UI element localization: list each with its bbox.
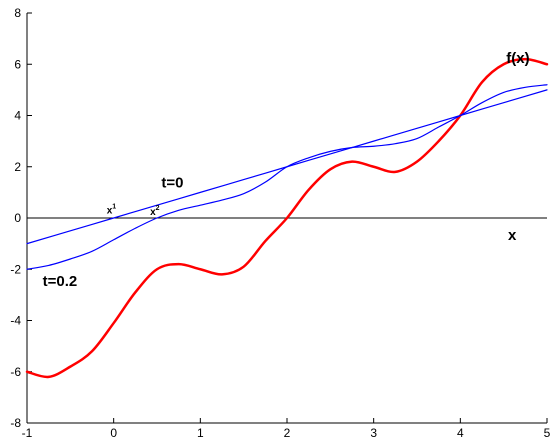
y-tick-label: 6	[14, 57, 21, 71]
annotation-label: t=0.2	[43, 273, 78, 290]
annotation-text: t=0.2	[43, 273, 78, 290]
series-group	[25, 57, 549, 379]
y-tick-label: -2	[10, 262, 21, 276]
y-tick-label: -4	[10, 314, 21, 328]
annotation-label: f(x)	[506, 50, 529, 67]
x-tick-label: 5	[544, 426, 551, 440]
series-line-t02	[26, 84, 548, 270]
annotation-text: x	[150, 207, 156, 218]
annotation-root-label: x1	[107, 203, 117, 216]
annotation-label: x	[508, 227, 517, 244]
x-tick-label: 3	[370, 426, 377, 440]
annotation-root-label: x2	[150, 205, 160, 218]
x-tick-label: 1	[197, 426, 204, 440]
annotation-text: t=0	[161, 174, 183, 191]
annotation-superscript: 2	[156, 205, 160, 212]
axes: -1 0 1 2 3 4 5 -8 -6 -4 -2 0 2 4 6 8	[10, 6, 550, 440]
x-tick-label: 0	[110, 426, 117, 440]
y-tick-label: -6	[10, 365, 21, 379]
y-tick-label: 4	[14, 109, 21, 123]
x-tick-label: 4	[457, 426, 464, 440]
x-tick-label: -1	[22, 426, 33, 440]
x-tick-label: 2	[284, 426, 291, 440]
y-tick-label: 0	[14, 211, 21, 225]
y-tick-label: 2	[14, 160, 21, 174]
annotation-label: t=0	[161, 174, 183, 191]
annotation-text: x	[508, 227, 517, 244]
annotation-text: f(x)	[506, 50, 529, 67]
annotation-superscript: 1	[112, 203, 116, 210]
y-tick-label: 8	[14, 6, 21, 20]
y-tick-label: -8	[10, 416, 21, 430]
annotation-text: x	[107, 205, 113, 216]
